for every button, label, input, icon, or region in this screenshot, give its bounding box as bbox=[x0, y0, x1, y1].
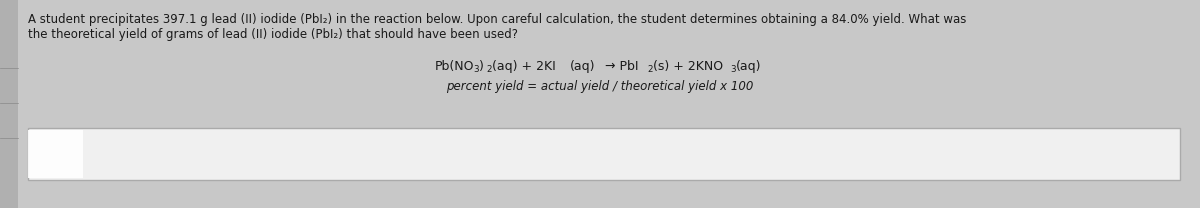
Bar bbox=[28, 128, 1180, 180]
Text: (aq): (aq) bbox=[570, 60, 595, 73]
Text: 3: 3 bbox=[474, 65, 479, 74]
Text: A student precipitates 397.1 g lead (II) iodide (PbI₂) in the reaction below. Up: A student precipitates 397.1 g lead (II)… bbox=[28, 13, 966, 26]
Text: → PbI: → PbI bbox=[601, 60, 638, 73]
Text: (aq): (aq) bbox=[736, 60, 761, 73]
Text: the theoretical yield of grams of lead (II) iodide (PbI₂) that should have been : the theoretical yield of grams of lead (… bbox=[28, 28, 518, 41]
Text: percent yield = actual yield / theoretical yield x 100: percent yield = actual yield / theoretic… bbox=[446, 80, 754, 93]
Text: (aq) + 2KI: (aq) + 2KI bbox=[492, 60, 556, 73]
Text: 2: 2 bbox=[647, 65, 653, 74]
Text: 3: 3 bbox=[730, 65, 736, 74]
Text: Pb(NO: Pb(NO bbox=[434, 60, 474, 73]
Text: ): ) bbox=[479, 60, 484, 73]
Text: (s) + 2KNO: (s) + 2KNO bbox=[653, 60, 722, 73]
Bar bbox=[28, 130, 83, 178]
Bar bbox=[0, 0, 18, 208]
Text: 2: 2 bbox=[487, 65, 492, 74]
